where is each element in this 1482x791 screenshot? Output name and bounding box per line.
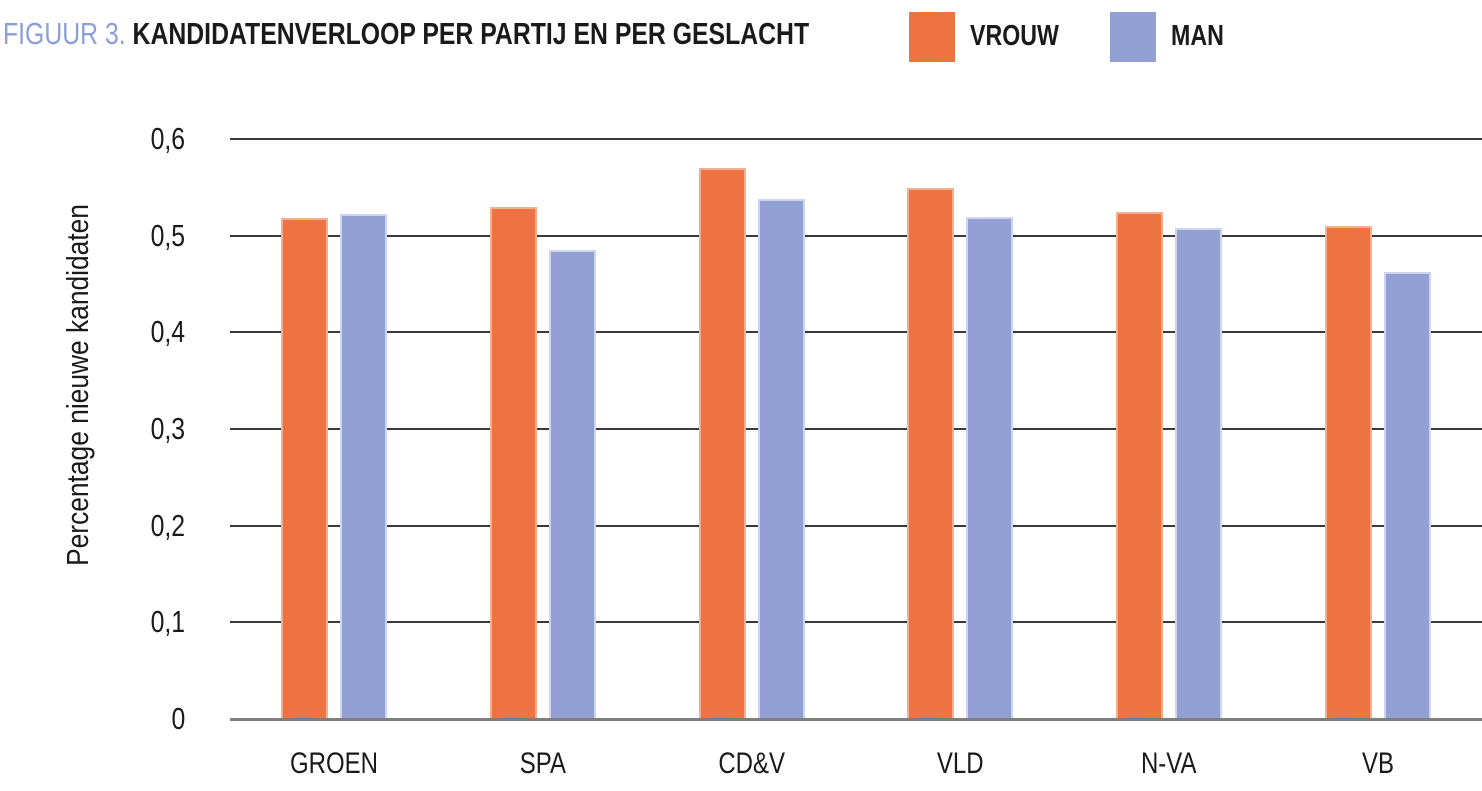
x-axis-label-cdv: CD&V	[718, 747, 785, 780]
bar-man-groen	[340, 214, 388, 719]
legend-label-vrouw: VROUW	[970, 20, 1059, 52]
figure-title: FIGUUR 3. KANDIDATENVERLOOP PER PARTIJ E…	[3, 16, 1011, 52]
legend-swatch-man	[1110, 11, 1156, 62]
bar-vrouw-spa	[490, 206, 537, 719]
bar-man-nva	[1175, 227, 1222, 719]
gridline-0,1	[230, 621, 1482, 624]
y-tick-label: 0,1	[150, 604, 185, 640]
x-axis-label-groen: GROEN	[290, 747, 379, 780]
y-tick-label: 0,3	[150, 411, 185, 446]
bar-man-cdv	[757, 198, 805, 719]
bar-vrouw-cdv	[698, 168, 746, 719]
legend-item-man: MAN	[1110, 11, 1237, 62]
bar-man-vld	[966, 217, 1014, 719]
gridline-0,3	[230, 428, 1482, 430]
x-axis-label-spa: SPA	[519, 747, 567, 780]
figure-number: FIGUUR 3.	[3, 16, 126, 51]
x-axis-line	[230, 718, 1482, 721]
bar-vrouw-vld	[907, 188, 955, 719]
bar-vrouw-nva	[1116, 211, 1163, 719]
bar-man-spa	[549, 250, 596, 719]
legend-swatch-vrouw	[909, 11, 955, 62]
y-tick-label: 0,2	[150, 507, 185, 543]
gridline-0,2	[230, 524, 1482, 527]
y-tick-label: 0,4	[150, 314, 185, 350]
legend-label-man: MAN	[1171, 20, 1224, 52]
x-axis-label-vld: VLD	[936, 747, 984, 780]
gridline-0,4	[230, 331, 1482, 334]
plot-area	[230, 138, 1482, 721]
x-axis-label-nva: N-VA	[1141, 747, 1197, 780]
x-axis-label-vb: VB	[1361, 747, 1394, 780]
bar-vrouw-groen	[281, 218, 329, 719]
bar-vrouw-vb	[1324, 226, 1372, 719]
gridline-0,6	[230, 138, 1482, 140]
y-tick-label: 0,5	[150, 217, 185, 253]
figure-title-text: KANDIDATENVERLOOP PER PARTIJ EN PER GESL…	[132, 16, 810, 51]
legend-item-vrouw: VROUW	[909, 11, 1081, 62]
y-tick-label: 0,6	[150, 121, 185, 156]
gridline-0,5	[230, 234, 1482, 237]
y-tick-label: 0	[171, 701, 185, 736]
bar-man-vb	[1383, 272, 1431, 719]
